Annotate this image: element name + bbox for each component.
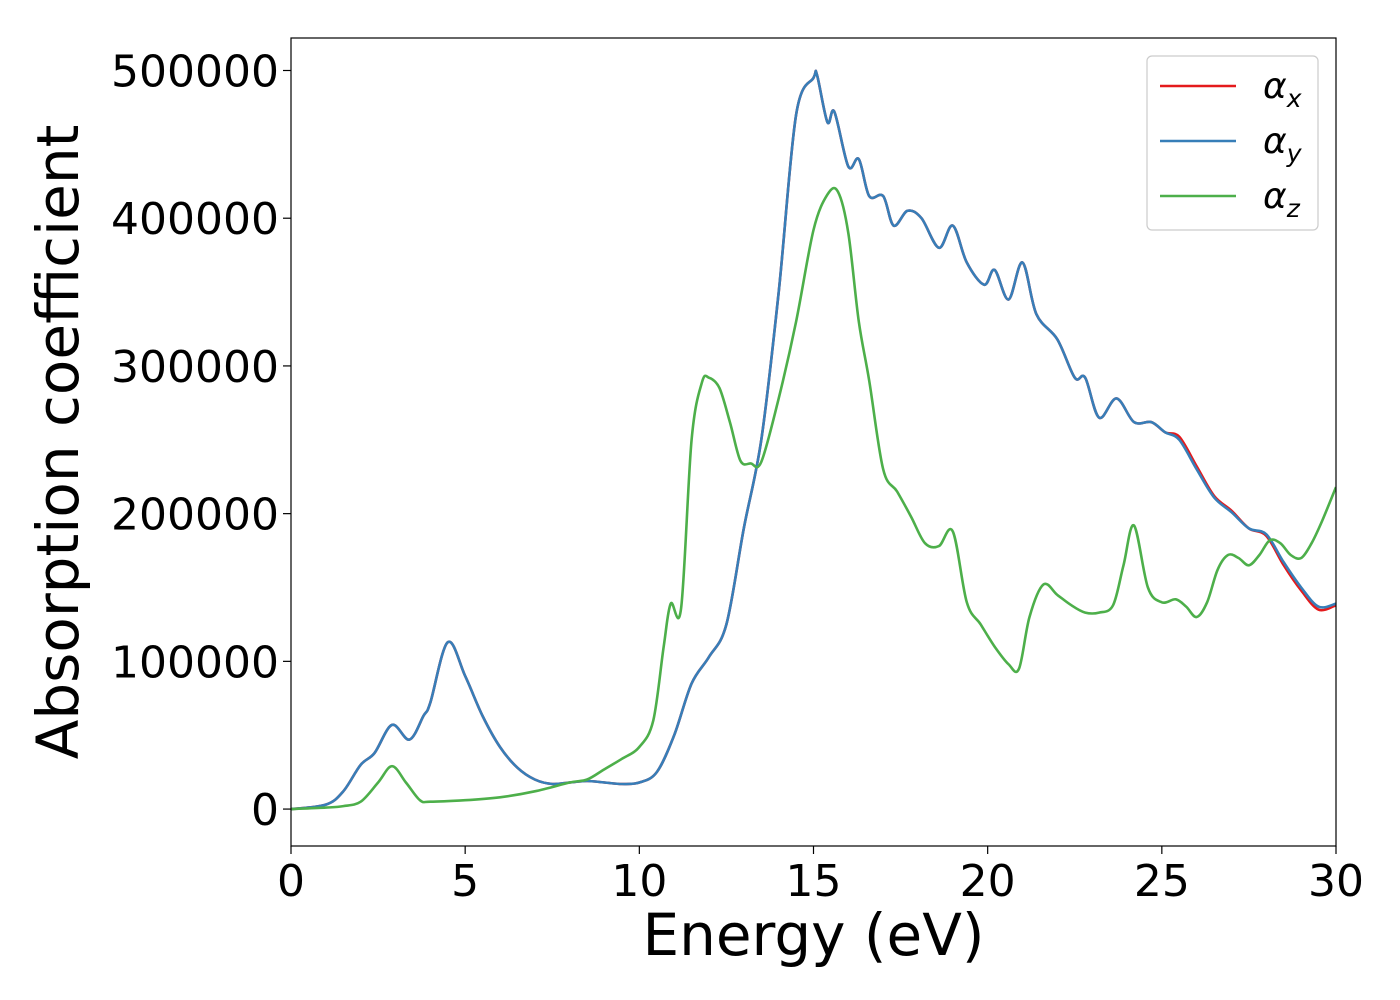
legend-label-alpha-y: αy [1263,121,1303,168]
legend: αx αy αz [1146,55,1319,231]
y-tick-label: 0 [251,785,279,836]
series-layer [291,69,1336,811]
x-tick-label: 5 [451,856,479,907]
legend-label-alpha-z: αz [1263,176,1301,223]
y-tick-label: 100000 [111,637,279,688]
y-axis-label: Absorption coefficient [24,125,92,760]
x-axis-label: Energy (eV) [642,901,984,969]
y-tick-label: 500000 [111,46,279,97]
x-tick-label: 20 [960,856,1016,907]
series-line-alpha-y [291,69,1336,811]
y-tick-label: 200000 [111,490,279,541]
x-tick-label: 25 [1134,856,1190,907]
x-tick-label: 0 [277,856,305,907]
y-tick-label: 400000 [111,194,279,245]
x-tick-label: 15 [786,856,842,907]
legend-label-alpha-x: αx [1263,66,1302,113]
y-axis-ticks: 0 100000 200000 300000 400000 500000 [111,46,291,836]
x-tick-label: 10 [611,856,667,907]
x-tick-label: 30 [1308,856,1364,907]
x-axis-ticks: 0 5 10 15 20 25 30 [277,846,1364,907]
y-tick-label: 300000 [111,342,279,393]
legend-box [1146,55,1319,231]
series-line-alpha-z [291,186,1336,811]
